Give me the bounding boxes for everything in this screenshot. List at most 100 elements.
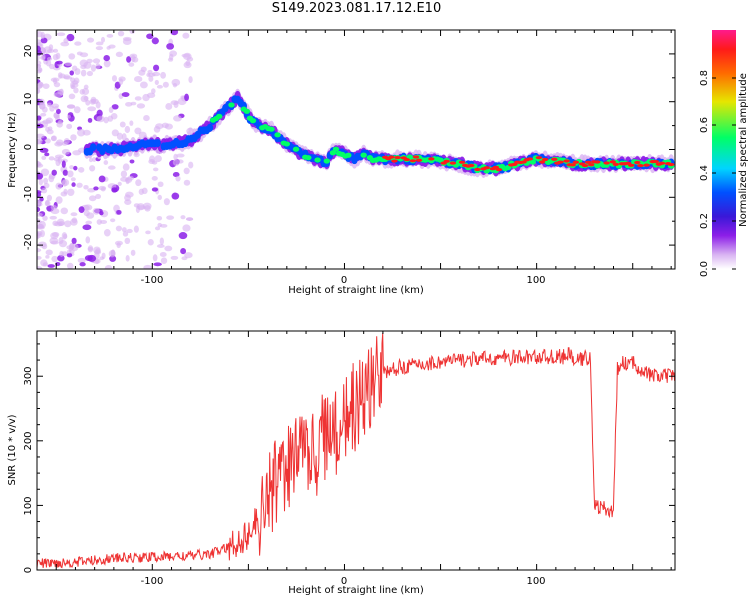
spectrogram-noise-blob: [126, 228, 133, 234]
spectrogram-noise-blob: [115, 51, 123, 58]
spectrogram-noise-blob: [146, 72, 151, 78]
spectrogram-noise-blob: [116, 209, 122, 215]
spectrogram-noise-blob: [152, 254, 158, 262]
spectrogram-noise-blob: [87, 117, 93, 123]
snr-x-tick-label: 100: [526, 576, 545, 587]
spectrogram-noise-blob: [138, 69, 146, 76]
spectrogram-noise-blob: [42, 262, 49, 267]
spectrogram-noise-blob: [54, 221, 63, 227]
spectrogram-noise-blob: [40, 37, 48, 44]
spectrogram-noise-blob: [60, 191, 68, 197]
spectrogram-noise-blob: [177, 97, 187, 106]
spectrogram-noise-blob: [71, 237, 77, 245]
spectrogram-noise-blob: [68, 53, 76, 60]
spectrogram-noise-blob: [86, 70, 94, 77]
spectrogram-noise-blob: [37, 54, 40, 61]
spectrogram-noise-blob: [41, 53, 46, 61]
spectrogram-x-axis-label: Height of straight line (km): [288, 285, 424, 296]
spectrogram-ridge-cell: [474, 167, 481, 172]
spectrogram-noise-blob: [159, 252, 167, 258]
spectrogram-noise-blob: [37, 219, 42, 224]
spectrogram-ridge-cell: [154, 139, 161, 148]
spectrogram-noise-blob: [37, 223, 44, 229]
spectrogram-noise-blob: [154, 226, 161, 231]
spectrogram-noise-blob: [151, 160, 158, 165]
spectrogram-noise-blob: [111, 75, 118, 82]
spectrogram-noise-blob: [183, 179, 191, 186]
spectrogram-tick-marks: [36, 29, 675, 270]
spectrogram-noise-blob: [41, 187, 48, 194]
spectrogram-noise-blob: [183, 61, 192, 69]
spectrogram-noise-blob: [95, 248, 101, 254]
colorbar-tick-label: 0.6: [699, 117, 710, 133]
spectrogram-ridge-cell: [443, 159, 450, 163]
spectrogram-noise-blob: [178, 232, 188, 240]
snr-x-tick-label: 0: [341, 576, 347, 587]
spectrogram-noise-blob: [46, 194, 53, 202]
spectrogram-noise-blob: [157, 222, 163, 228]
spectrogram-noise-blob: [37, 212, 43, 217]
spectrogram-noise-blob: [121, 92, 130, 97]
spectrogram-noise-blob: [45, 117, 54, 124]
spectrogram-noise-blob: [40, 168, 50, 177]
spectrogram-noise-blob: [100, 36, 106, 43]
spectrogram-y-tick-label: 20: [23, 45, 34, 58]
spectrogram-noise-blob: [120, 170, 128, 178]
spectrogram-noise-blob: [111, 104, 119, 110]
spectrogram-noise-blob: [128, 62, 135, 67]
spectrogram-noise-blob: [93, 186, 99, 191]
spectrogram-ridge-cell: [345, 152, 352, 158]
spectrogram-noise-blob: [42, 215, 48, 221]
spectrogram-noise-blob: [133, 225, 139, 233]
spectrogram-ridge-cell: [215, 113, 223, 119]
spectrogram-noise-blob: [73, 106, 81, 114]
spectrogram-noise-blob: [79, 88, 86, 95]
spectrogram-noise-blob: [95, 46, 104, 51]
spectrogram-noise-blob: [184, 93, 189, 102]
spectrogram-noise-blob: [173, 100, 179, 109]
spectrogram-noise-blob: [142, 202, 152, 210]
spectrogram-noise-blob: [50, 205, 58, 210]
spectrogram-noise-blob: [55, 196, 63, 204]
spectrogram-noise-blob: [147, 239, 154, 246]
spectrogram-noise-blob: [173, 115, 182, 122]
spectrogram-noise-blob: [61, 160, 66, 168]
spectrogram-ridge-cell: [305, 155, 312, 161]
spectrogram-noise-blob: [70, 218, 78, 226]
spectrogram-noise-blob: [73, 87, 79, 94]
snr-frame: [36, 330, 676, 571]
spectrogram-noise-blob: [106, 33, 114, 38]
spectrogram-noise-blob: [92, 157, 97, 163]
spectrogram-noise-blob: [98, 175, 106, 183]
spectrogram-noise-blob: [67, 249, 72, 254]
spectrogram-noise-blob: [182, 32, 190, 39]
spectrogram-noise-blob: [37, 88, 41, 95]
spectrogram-ridge-cell: [652, 159, 659, 164]
spectrogram-ridge-cell: [627, 163, 635, 167]
spectrogram-noise-blob: [57, 156, 62, 164]
spectrogram-ridge-cell: [332, 146, 340, 152]
spectrogram-ridge-cell: [268, 126, 275, 132]
spectrogram-ridge-cell: [511, 162, 518, 167]
spectrogram-noise-blob: [42, 83, 50, 89]
spectrogram-noise-blob: [98, 185, 107, 191]
spectrogram-noise-blob: [183, 167, 190, 175]
spectrogram-noise-blob: [153, 64, 160, 72]
spectrogram-noise-blob: [68, 93, 76, 100]
spectrogram-noise-blob: [124, 177, 133, 183]
spectrogram-noise-blob: [44, 200, 51, 207]
spectrogram-ridge-cell: [394, 155, 401, 160]
spectrogram-noise-blob: [171, 78, 181, 87]
spectrogram-noise-blob: [58, 237, 64, 245]
spectrogram-noise-blob: [87, 245, 94, 253]
spectrogram-noise-blob: [83, 184, 89, 190]
spectrogram-noise-blob: [37, 123, 44, 129]
spectrogram-noise-blob: [151, 176, 158, 181]
spectrogram-noise-blob: [159, 237, 165, 246]
spectrogram-noise-blob: [134, 96, 142, 101]
spectrogram-noise-blob: [70, 212, 78, 217]
spectrogram-noise-blob: [188, 127, 193, 132]
spectrogram-noise-blob: [49, 63, 55, 70]
spectrogram-noise-blob: [51, 169, 57, 176]
